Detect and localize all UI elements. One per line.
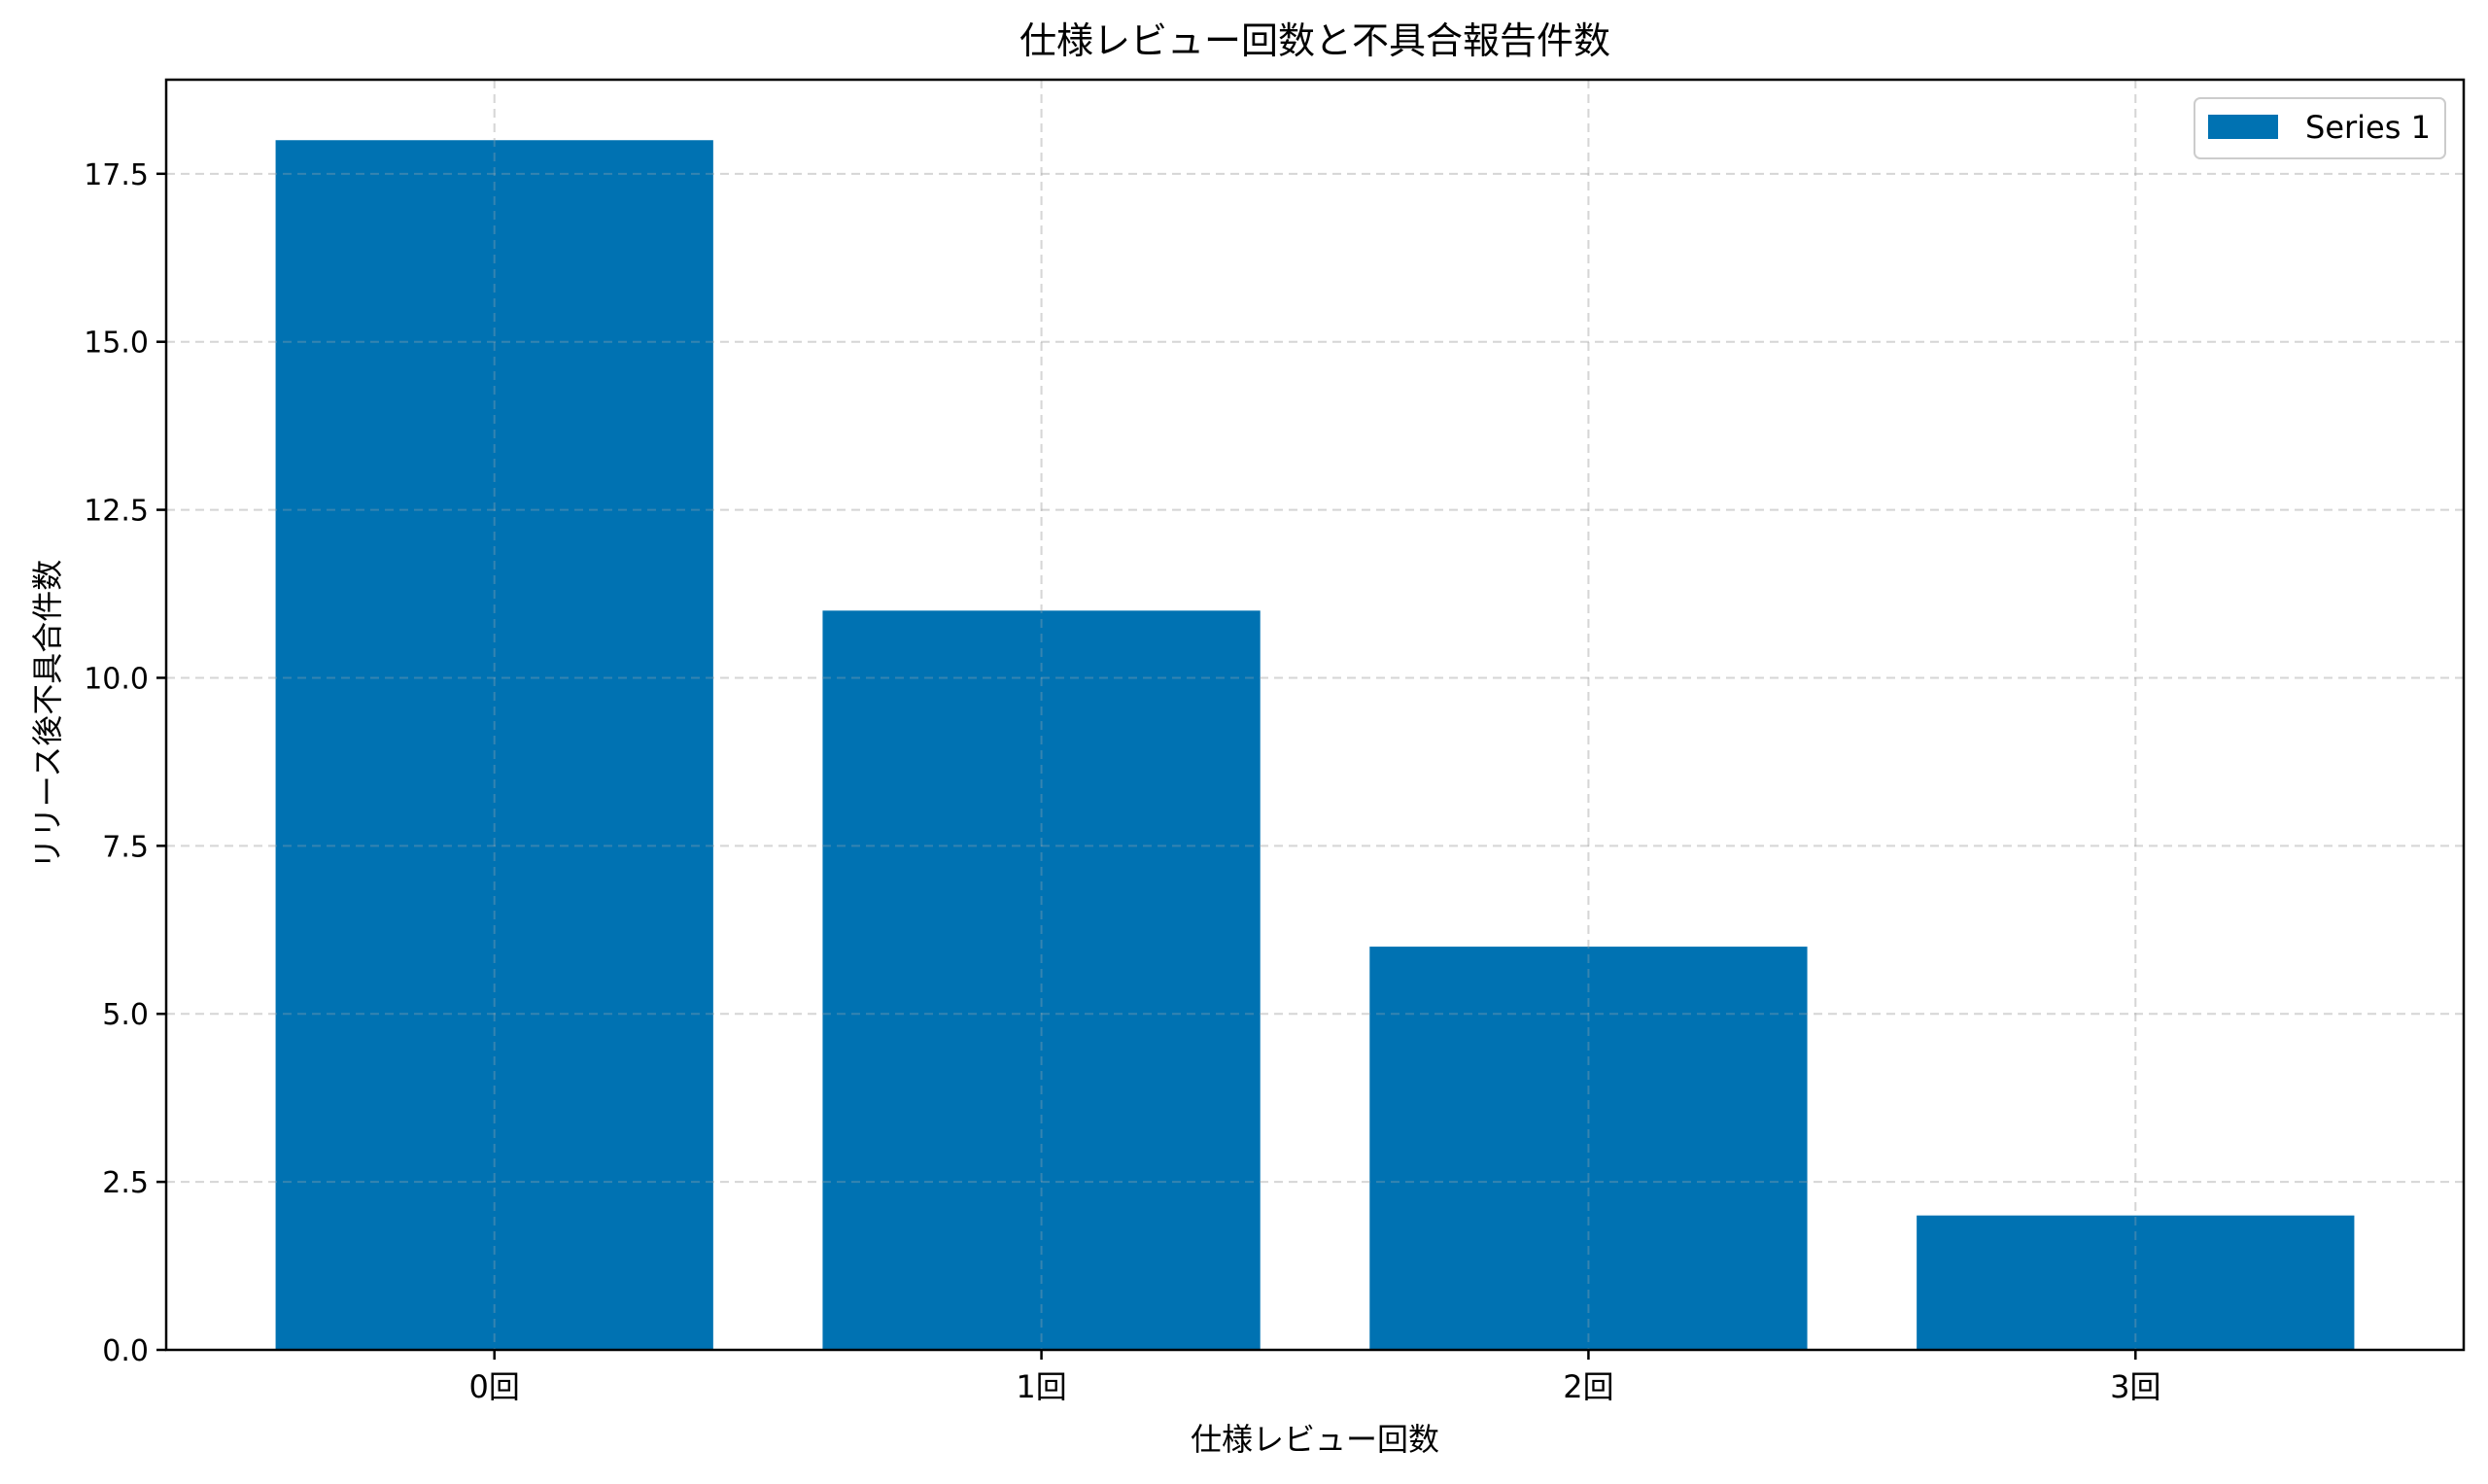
y-axis-label: リリース後不具合件数 bbox=[29, 560, 66, 869]
legend-box bbox=[2194, 97, 2446, 159]
bar-2 bbox=[1369, 947, 1808, 1350]
bar-1 bbox=[822, 610, 1261, 1350]
y-tick-label: 7.5 bbox=[102, 830, 149, 864]
y-tick-label: 2.5 bbox=[102, 1166, 149, 1200]
x-tick-label: 0回 bbox=[469, 1368, 520, 1405]
y-tick-label: 5.0 bbox=[102, 998, 149, 1032]
y-tick-label: 15.0 bbox=[84, 327, 149, 361]
y-tick-label: 12.5 bbox=[84, 495, 149, 529]
y-tick-label: 10.0 bbox=[84, 662, 149, 696]
y-tick-label: 17.5 bbox=[84, 158, 149, 192]
y-tick-label: 0.0 bbox=[102, 1334, 149, 1368]
plot-frame bbox=[164, 78, 2466, 1352]
chart-title: 仕様レビュー回数と不具合報告件数 bbox=[1019, 19, 1610, 62]
legend-swatch bbox=[2208, 115, 2278, 139]
x-tick-label: 1回 bbox=[1016, 1368, 1066, 1405]
x-axis-label: 仕様レビュー回数 bbox=[1191, 1421, 1439, 1458]
bars bbox=[275, 140, 2355, 1351]
x-tick-label: 3回 bbox=[2110, 1368, 2160, 1405]
x-axis: 0回 1回 2回 3回 bbox=[469, 1350, 2160, 1405]
y-axis: 0.0 2.5 5.0 7.5 10.0 12.5 15.0 17.5 bbox=[84, 158, 166, 1368]
bar-0 bbox=[275, 140, 713, 1351]
bar-3 bbox=[1917, 1215, 2355, 1350]
legend: Series 1 bbox=[2194, 97, 2446, 159]
legend-label: Series 1 bbox=[2305, 109, 2431, 146]
x-tick-label: 2回 bbox=[1563, 1368, 1613, 1405]
